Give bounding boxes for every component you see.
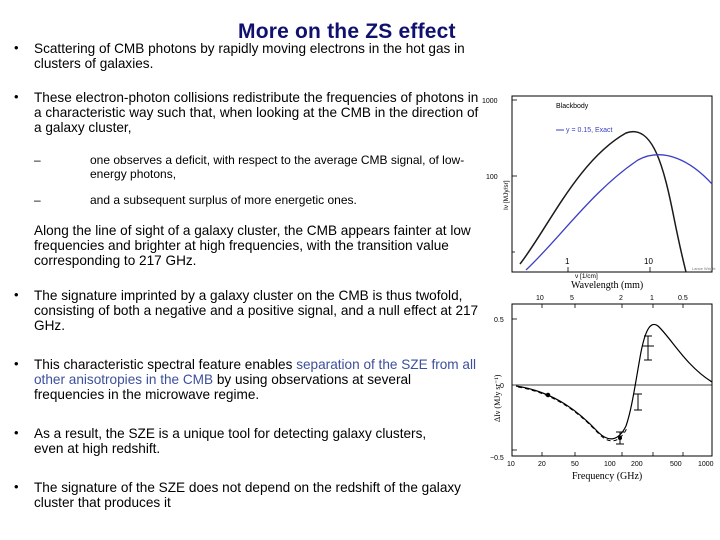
- bullet-scattering: Scattering of CMB photons by rapidly mov…: [34, 41, 465, 71]
- y-axis-label: ΔIν (MJy sr⁻¹): [493, 374, 502, 422]
- y-tick-label: 1000: [482, 98, 498, 105]
- top-tick-label: 5: [570, 295, 574, 302]
- bullet-signature: The signature imprinted by a galaxy clus…: [34, 288, 479, 333]
- top-tick-label: 1: [650, 295, 654, 302]
- bullet-marker: •: [14, 89, 19, 104]
- top-tick-label: 0.5: [678, 295, 688, 302]
- dash-marker: –: [34, 153, 41, 167]
- sz-distortion-curve: [515, 323, 713, 440]
- y-tick-label: −0.5: [490, 455, 504, 462]
- slide-title: More on the ZS effect: [238, 20, 456, 43]
- y-tick-label: 0: [500, 383, 504, 390]
- bullet-marker: •: [14, 479, 19, 494]
- x-tick-label: 100: [604, 461, 616, 468]
- data-point: [616, 431, 624, 445]
- legend-blackbody: Blackbody: [556, 103, 589, 110]
- x-tick-label: 20: [538, 461, 546, 468]
- tick-marks: [512, 99, 651, 272]
- x-axis-label: Frequency (GHz): [572, 471, 642, 482]
- x-tick-label: 1: [565, 257, 570, 266]
- bullet-marker: •: [14, 40, 19, 55]
- x-tick-label: 10: [644, 257, 653, 266]
- bullet-marker: •: [14, 356, 19, 371]
- blackbody-curve: [519, 130, 687, 273]
- dash-marker: –: [34, 193, 41, 207]
- data-point: [545, 392, 551, 398]
- sub-item-surplus: and a subsequent surplus of more energet…: [90, 193, 357, 207]
- sub-item-deficit: one observes a deficit, with respect to …: [90, 153, 465, 181]
- bullet-marker: •: [14, 287, 19, 302]
- data-point: [634, 393, 642, 411]
- x-tick-label: 500: [670, 461, 682, 468]
- y-tick-label: 0.5: [494, 317, 504, 324]
- tick-marks: [512, 304, 684, 456]
- figure-credit: Lance Wright: [692, 266, 716, 271]
- sz-exact-curve: [525, 154, 713, 271]
- top-tick-label: 2: [619, 295, 623, 302]
- bullet-redshift: The signature of the SZE does not depend…: [34, 480, 461, 510]
- y-tick-label: 100: [486, 174, 498, 181]
- bullet-spectral-pre: This characteristic spectral feature ena…: [34, 357, 297, 372]
- plot-frame: [511, 95, 713, 273]
- bullet-marker: •: [14, 425, 19, 440]
- bullet-spectral-highlight: separation of the SZE from all other ani…: [34, 357, 477, 387]
- sz-distortion-figure: Wavelength (mm) 10 5 2 1 0.5 0.5 0 −0.5 …: [490, 280, 714, 482]
- sz-fit-dashed-curve: [517, 386, 628, 442]
- x-tick-label: 200: [631, 461, 643, 468]
- x-tick-label: 10: [507, 461, 515, 468]
- blackbody-spectrum-figure: 1000 100 1 10 ν [1/cm] Iν [MJy/sr] Black…: [482, 95, 716, 280]
- paragraph-line-of-sight: Along the line of sight of a galaxy clus…: [34, 223, 471, 268]
- bullet-spectral-feature: This characteristic spectral feature ena…: [34, 357, 478, 402]
- x-tick-label: 1000: [698, 461, 714, 468]
- x-tick-label: 50: [571, 461, 579, 468]
- x-axis-label: ν [1/cm]: [575, 273, 598, 280]
- y-axis-label: Iν [MJy/sr]: [503, 180, 510, 210]
- data-point: [642, 335, 654, 361]
- bullet-collisions: These electron-photon collisions redistr…: [34, 90, 479, 135]
- bullet-unique-tool: As a result, the SZE is a unique tool fo…: [34, 426, 427, 456]
- bullet-spectral-post: by using observations at several frequen…: [34, 372, 412, 402]
- legend-exact: y = 0.15, Exact: [566, 127, 613, 134]
- top-axis-label: Wavelength (mm): [571, 280, 643, 291]
- top-tick-label: 10: [536, 295, 544, 302]
- plot-frame: [511, 303, 713, 457]
